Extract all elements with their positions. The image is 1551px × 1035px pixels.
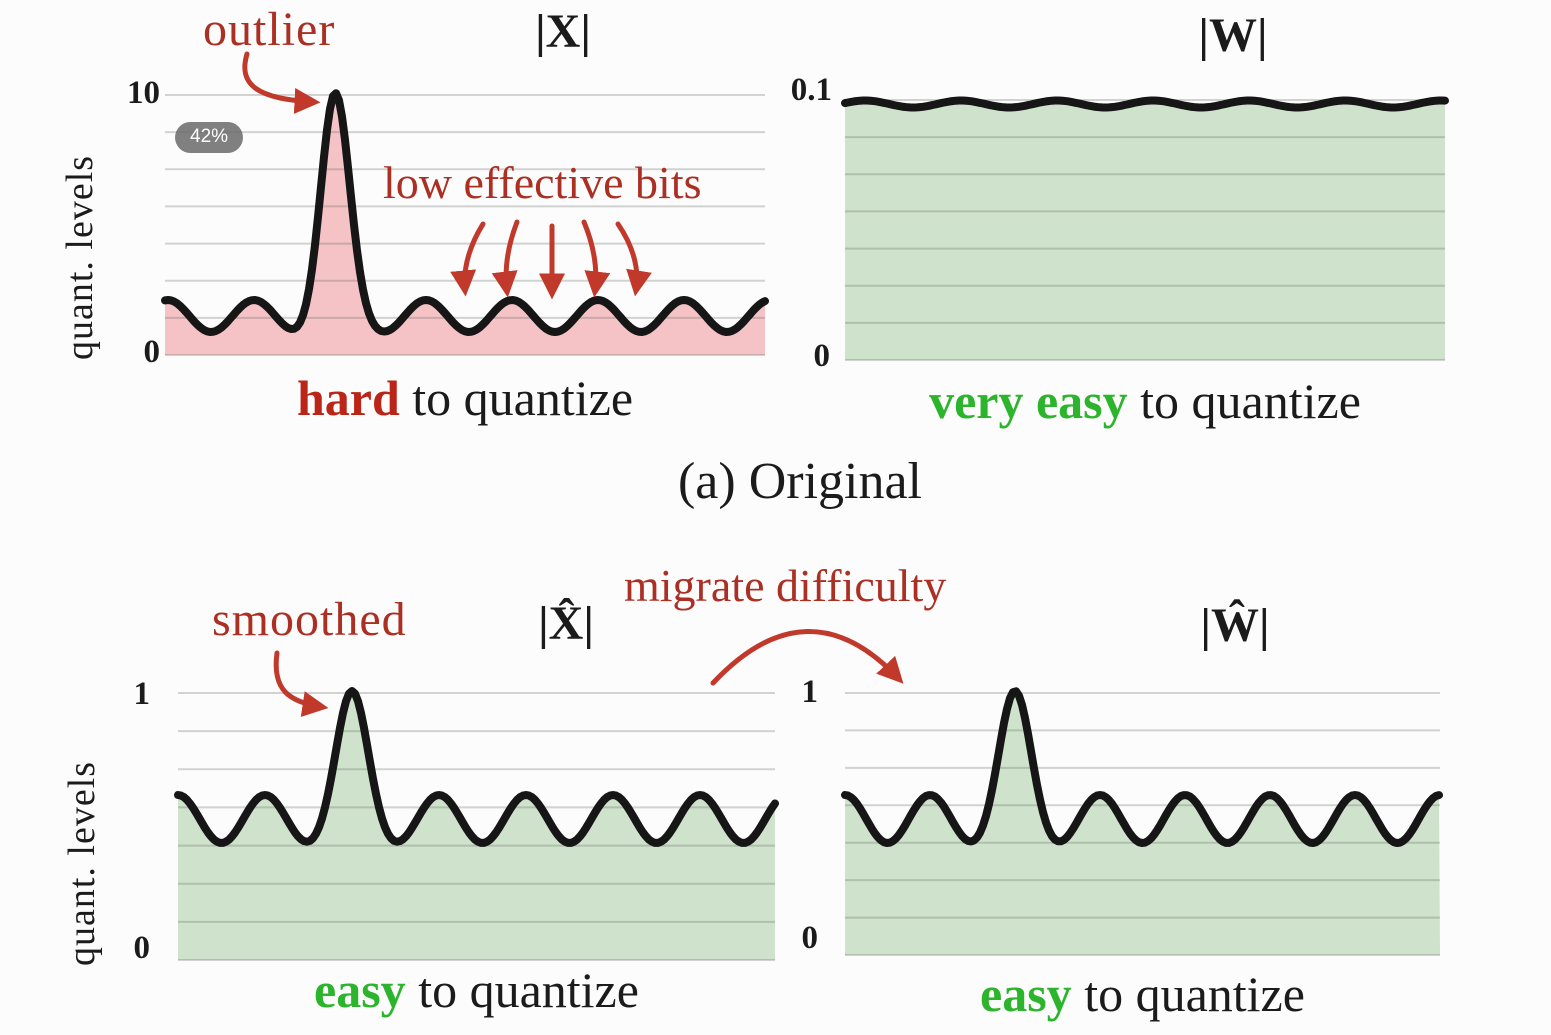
- smoothed-arrow: [273, 650, 329, 717]
- tick-zero-smoothed-activation: 0: [133, 930, 151, 966]
- activation-original-curve: [161, 89, 769, 336]
- tick-zero-weight: 0: [813, 338, 831, 374]
- activation-smoothed-curve: [174, 687, 779, 847]
- weight-original-fill: [845, 100, 1445, 360]
- weight-original-curve: [841, 96, 1449, 112]
- caption-easy-to-quantize-left: easy to quantize: [178, 964, 775, 1017]
- tick-top-activation: 10: [127, 75, 160, 111]
- tick-top-migrated-weight: 1: [801, 674, 819, 710]
- caption-emphasis: easy: [314, 962, 406, 1018]
- activation-title: |X|: [535, 5, 591, 58]
- migrate-difficulty-arrow: [710, 629, 904, 686]
- caption-rest: to quantize: [1127, 373, 1361, 429]
- subfigure-caption: (a) Original: [677, 453, 922, 510]
- smoothed-annotation: smoothed: [212, 593, 407, 646]
- outlier-annotation: outlier: [203, 3, 336, 56]
- low-bits-arrow-2: [491, 219, 520, 298]
- migrate-difficulty-annotation: migrate difficulty: [624, 560, 947, 611]
- caption-emphasis: very easy: [929, 373, 1128, 429]
- caption-rest: to quantize: [405, 962, 639, 1018]
- activation-smoothed-fill: [178, 691, 775, 960]
- weight-title: |W|: [1198, 9, 1268, 62]
- caption-rest: to quantize: [399, 370, 634, 426]
- y-axis-label-top: quant. levels: [59, 154, 101, 360]
- tick-top-smoothed-activation: 1: [133, 676, 151, 712]
- activation-original-fill: [165, 93, 765, 355]
- low-bits-arrow-5: [615, 221, 652, 297]
- caption-easy-to-quantize-right: easy to quantize: [845, 968, 1440, 1021]
- tick-top-weight: 0.1: [790, 72, 832, 108]
- caption-rest: to quantize: [1071, 966, 1305, 1022]
- tick-zero-activation: 0: [143, 334, 161, 370]
- low-bits-arrow-4: [581, 219, 611, 298]
- weight-migrated-fill: [845, 691, 1440, 955]
- tick-zero-migrated-weight: 0: [801, 920, 819, 956]
- caption-emphasis: hard: [296, 370, 400, 426]
- zoom-level-badge: 42%: [175, 122, 244, 153]
- migrated-weight-title: |Ŵ|: [1200, 599, 1270, 652]
- caption-very-easy-to-quantize: very easy to quantize: [845, 375, 1445, 428]
- outlier-arrow: [242, 51, 321, 114]
- low-effective-bits-annotation: low effective bits: [383, 157, 702, 208]
- caption-emphasis: easy: [980, 966, 1072, 1022]
- smoothed-activation-title: |X̂|: [538, 597, 594, 650]
- caption-hard-to-quantize: hard to quantize: [165, 372, 765, 425]
- y-axis-label-bottom: quant. levels: [61, 760, 103, 966]
- low-bits-arrow-1: [450, 221, 486, 297]
- weight-migrated-curve: [841, 687, 1443, 847]
